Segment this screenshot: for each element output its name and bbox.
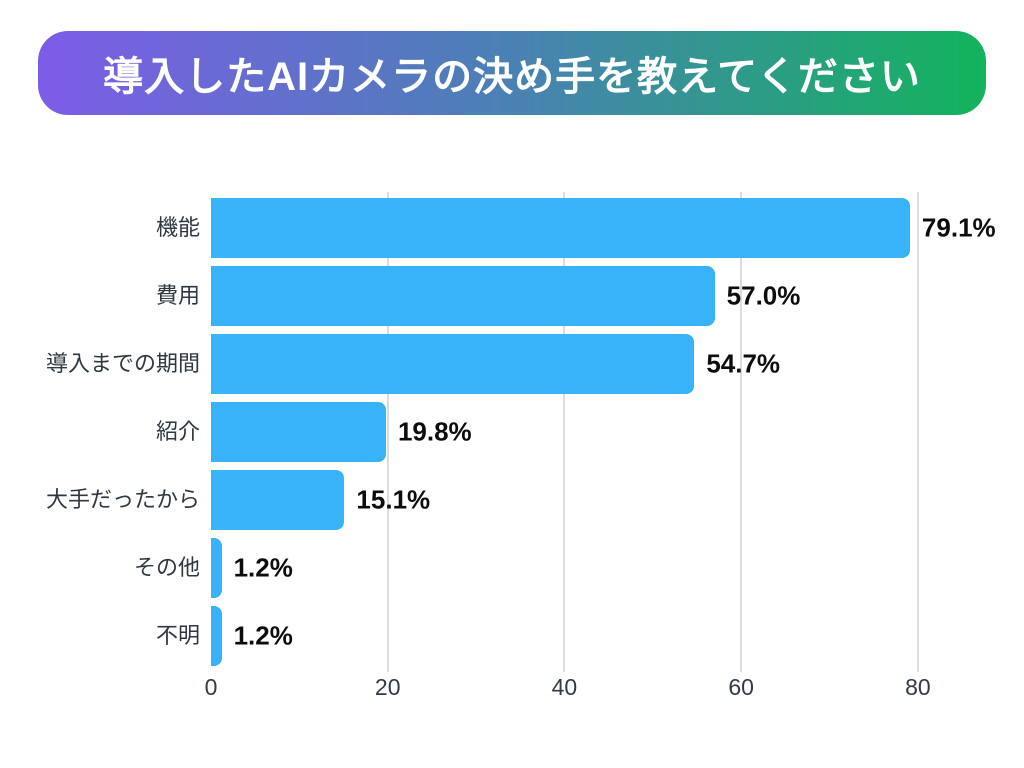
value-label: 1.2% xyxy=(233,552,293,583)
bar-4 xyxy=(211,402,386,462)
bar-6 xyxy=(211,538,222,598)
gridline-80 xyxy=(916,192,919,672)
x-tick-label: 0 xyxy=(204,674,218,700)
bar-row: 15.1% xyxy=(211,466,955,534)
value-label: 79.1% xyxy=(921,212,996,243)
x-tick-label: 40 xyxy=(551,674,578,700)
bar-3 xyxy=(211,334,695,394)
bar-1 xyxy=(211,198,910,258)
bar-row: 79.1% xyxy=(211,194,996,262)
value-label: 1.2% xyxy=(233,620,293,651)
x-tick-label: 20 xyxy=(374,674,401,700)
gridline-60 xyxy=(740,192,743,672)
x-tick-label: 60 xyxy=(728,674,754,700)
bar-5 xyxy=(211,470,345,530)
category-label: 機能 xyxy=(155,215,200,240)
value-label: 57.0% xyxy=(726,280,801,311)
bar-7 xyxy=(211,606,222,666)
x-axis: 0 20 40 60 80 xyxy=(205,674,955,710)
category-axis: 機能費用導入までの期間紹介大手だったからその他不明 xyxy=(0,194,200,670)
category-label: 費用 xyxy=(155,283,200,308)
bar-row: 54.7% xyxy=(211,330,955,398)
bar-chart: 機能費用導入までの期間紹介大手だったからその他不明 79.1% 57.0% 54.7… xyxy=(0,150,1024,740)
value-label: 54.7% xyxy=(706,348,781,379)
category-label: 不明 xyxy=(155,623,200,648)
bar-row: 57.0% xyxy=(211,262,955,330)
bar-row: 19.8% xyxy=(211,398,955,466)
category-label: その他 xyxy=(133,555,200,580)
category-label: 導入までの期間 xyxy=(45,351,200,376)
value-label: 19.8% xyxy=(397,416,472,447)
gridline-40 xyxy=(563,192,566,672)
bar-row: 1.2% xyxy=(211,602,955,670)
chart-title: 導入したAIカメラの決め手を教えてください xyxy=(103,55,921,99)
bar-2 xyxy=(211,266,715,326)
plot-area: 79.1% 57.0% 54.7% 19.8% 15.1% 1.2% 1.2% xyxy=(211,192,996,672)
chart-title-banner: 導入したAIカメラの決め手を教えてください xyxy=(38,31,986,115)
category-label: 大手だったから xyxy=(45,487,200,512)
category-label: 紹介 xyxy=(155,419,200,444)
x-tick-label: 80 xyxy=(905,674,931,700)
bar-row: 1.2% xyxy=(211,534,955,602)
value-label: 15.1% xyxy=(356,484,431,515)
gridline-20 xyxy=(386,192,389,672)
